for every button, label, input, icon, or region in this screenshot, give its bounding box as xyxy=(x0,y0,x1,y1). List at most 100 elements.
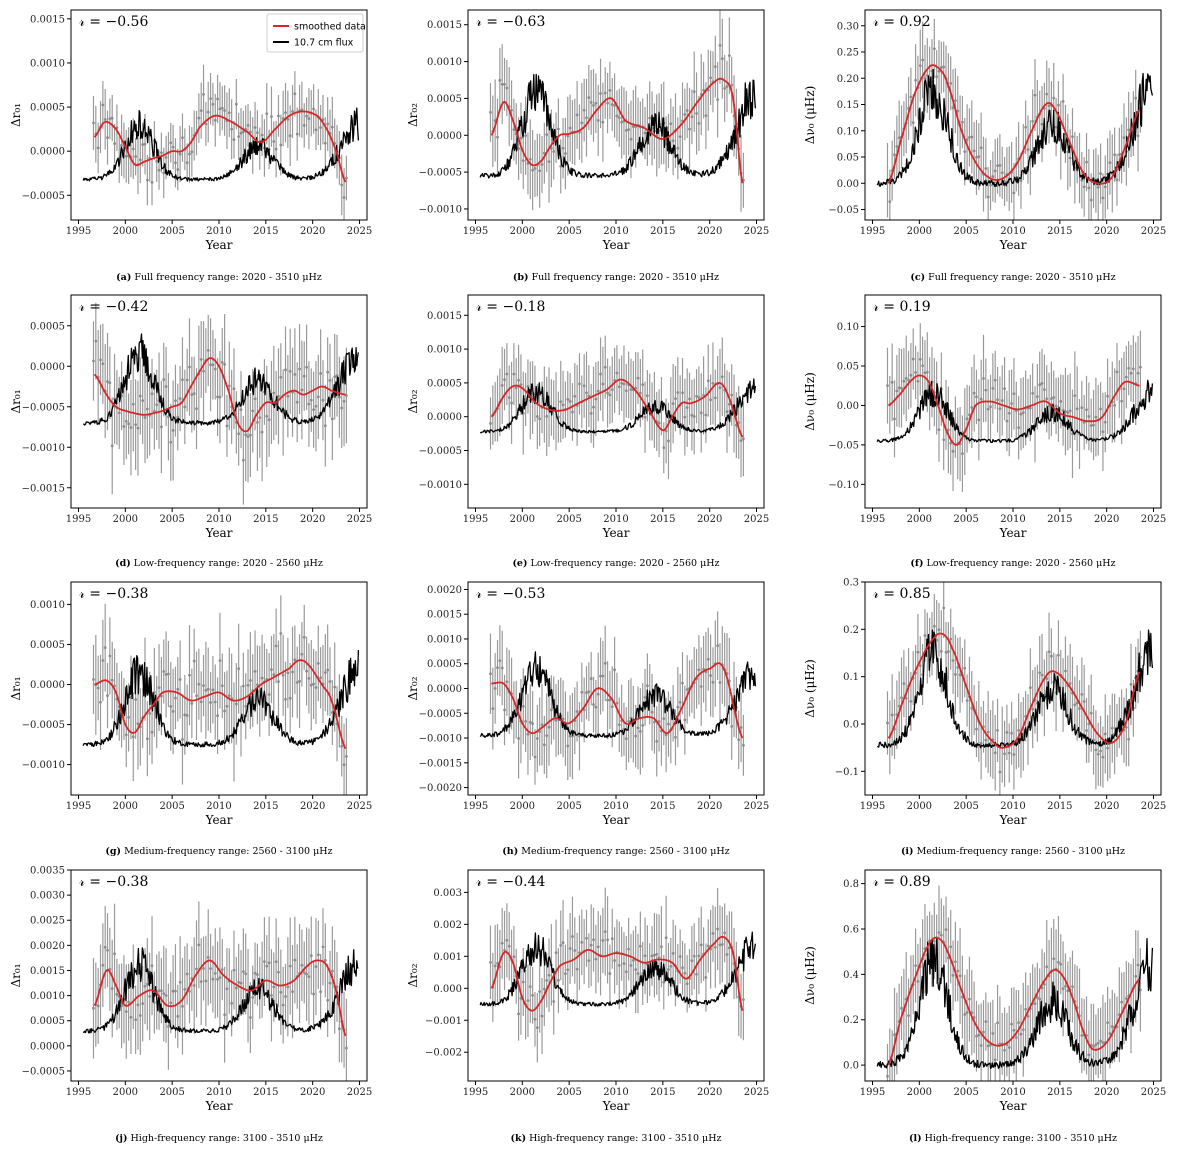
data-point xyxy=(554,719,558,722)
data-point xyxy=(302,635,306,639)
data-point xyxy=(514,386,518,390)
data-point xyxy=(316,953,320,957)
data-point xyxy=(982,1030,985,1034)
data-point xyxy=(213,700,217,704)
data-point xyxy=(120,143,123,147)
caption-f: (f) Low-frequency range: 2020 - 2560 μHz xyxy=(845,558,1181,569)
data-point xyxy=(676,146,680,150)
data-point xyxy=(234,986,238,990)
panel-b: 1995 2000 2005 2010 2015 2020 2025 Year −0.0010 −… xyxy=(406,9,769,252)
data-point xyxy=(697,396,701,399)
data-point xyxy=(169,705,173,708)
data-point xyxy=(713,65,717,69)
panel-h: 1995 2000 2005 2010 2015 2020 2025 Year −0.0020 −… xyxy=(406,581,769,827)
data-point xyxy=(284,368,287,372)
data-point xyxy=(739,439,743,443)
data-point xyxy=(496,666,499,670)
y-tick-label: 0.10 xyxy=(837,322,859,333)
data-point xyxy=(692,415,696,418)
data-point xyxy=(589,412,593,415)
data-point xyxy=(115,992,119,996)
y-tick-label: 0.0010 xyxy=(427,57,462,68)
data-point xyxy=(949,637,953,641)
data-point xyxy=(528,720,532,724)
data-point xyxy=(1028,406,1032,410)
y-tick-label: 0.0000 xyxy=(427,412,462,423)
data-point xyxy=(1110,1025,1114,1028)
flux-line-g xyxy=(82,649,360,748)
data-point xyxy=(624,737,628,741)
x-tick-label: 2010 xyxy=(1000,226,1025,237)
chart-f: 1995 2000 2005 2010 2015 2020 2025 Year −0.10 −0.… xyxy=(803,294,1166,540)
data-point xyxy=(103,945,107,949)
data-point xyxy=(1117,153,1121,157)
data-point xyxy=(1017,426,1021,430)
data-point xyxy=(223,109,227,112)
caption-text: Full frequency range: 2020 - 3510 μHz xyxy=(131,272,322,283)
data-point xyxy=(241,458,245,462)
data-point xyxy=(888,200,892,204)
data-point xyxy=(167,672,170,676)
errorbars-j xyxy=(92,901,347,1081)
data-point xyxy=(244,972,248,976)
data-point xyxy=(683,971,687,975)
data-point xyxy=(925,370,929,374)
y-tick-label: 0.0005 xyxy=(427,378,462,389)
data-point xyxy=(683,718,687,722)
data-point xyxy=(293,658,297,662)
data-point xyxy=(510,401,513,405)
data-point xyxy=(1120,1000,1124,1004)
data-point xyxy=(1031,707,1035,711)
data-point xyxy=(718,43,722,47)
data-point xyxy=(202,92,205,96)
data-point xyxy=(662,980,666,984)
data-point xyxy=(566,744,570,748)
x-axis-label: Year xyxy=(205,1099,233,1113)
data-point xyxy=(571,935,574,938)
x-tick-label: 2010 xyxy=(206,514,231,525)
caption-e: (e) Low-frequency range: 2020 - 2560 μHz xyxy=(448,558,784,569)
data-point xyxy=(164,994,168,997)
data-point xyxy=(986,195,990,199)
data-point xyxy=(1035,395,1039,399)
smoothed-line-i xyxy=(887,632,1141,749)
y-tick-label: 0.0010 xyxy=(30,600,65,611)
x-tick-label: 1995 xyxy=(66,514,91,525)
data-point xyxy=(202,684,205,688)
data-point xyxy=(1019,179,1023,183)
data-point xyxy=(164,385,168,388)
flux-line-d xyxy=(83,333,360,426)
data-point xyxy=(568,400,572,403)
data-point xyxy=(209,97,212,101)
data-point xyxy=(183,405,187,409)
data-point xyxy=(531,168,535,172)
smoothed-line-j xyxy=(93,959,347,1037)
data-point xyxy=(312,107,316,111)
data-point xyxy=(937,931,941,934)
y-tick-label: 0.05 xyxy=(837,362,859,373)
data-point xyxy=(155,403,159,407)
x-tick-label: 2000 xyxy=(907,801,932,812)
data-point xyxy=(592,405,595,409)
y-tick-label: −0.0015 xyxy=(419,758,462,769)
data-point xyxy=(564,972,567,976)
data-point xyxy=(267,961,271,965)
data-point xyxy=(984,167,988,170)
data-point xyxy=(267,418,271,422)
data-point xyxy=(1101,196,1105,200)
y-tick-label: 0.0020 xyxy=(427,585,462,596)
data-point xyxy=(641,383,645,387)
data-point xyxy=(241,130,245,134)
data-point xyxy=(489,422,492,425)
y-tick-label: −0.0010 xyxy=(22,443,65,454)
data-point xyxy=(1096,186,1100,189)
y-tick-label: −0.0010 xyxy=(419,734,462,745)
y-axis-label: Δν₀ (μHz) xyxy=(803,946,817,1005)
correlation-label: 𝓇 = 0.19 xyxy=(873,299,931,315)
data-point xyxy=(932,47,936,51)
data-point xyxy=(622,382,626,386)
data-point xyxy=(1124,997,1128,1000)
data-point xyxy=(699,411,703,415)
data-point xyxy=(216,714,219,718)
data-point xyxy=(176,1014,180,1018)
